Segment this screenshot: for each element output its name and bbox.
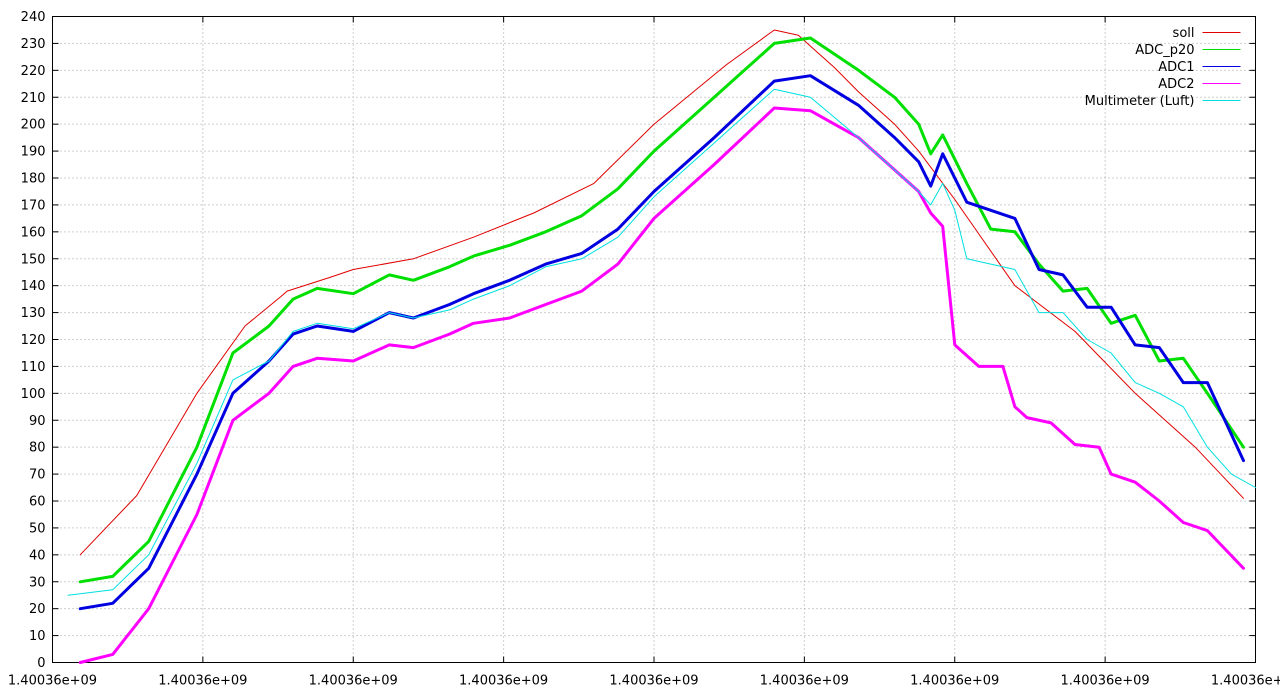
legend-label: Multimeter (Luft)	[1085, 94, 1195, 109]
y-tick-label: 110	[21, 360, 46, 375]
y-tick-label: 130	[21, 306, 46, 321]
series-line-adc2	[78, 106, 1245, 664]
x-tick-label: 1.40036e+09	[158, 674, 247, 689]
x-tick-label: 1.40036e+09	[1061, 674, 1150, 689]
series-line-adc1	[78, 74, 1245, 611]
series-line-adc-p20	[78, 36, 1245, 584]
grid-lines	[52, 16, 1256, 663]
y-tick-label: 70	[29, 468, 46, 483]
legend-label: ADC1	[1158, 60, 1194, 75]
series-line-soll	[79, 29, 1244, 556]
legend: soll ADC_p20 ADC1 ADC2 Multimeter (Luft)	[1085, 26, 1241, 109]
legend-label: ADC2	[1158, 77, 1194, 92]
y-tick-label: 150	[21, 252, 46, 267]
x-tick-label: 1.40036e+09	[309, 674, 398, 689]
y-tick-label: 230	[21, 37, 46, 52]
y-tick-label: 100	[21, 387, 46, 402]
series-line-multimeter-luft	[67, 88, 1256, 596]
y-tick-label: 30	[29, 575, 46, 590]
x-tick-label: 1.40036e+09	[910, 674, 999, 689]
x-tick-label: 1.40036e+09	[1211, 674, 1280, 689]
y-tick-label: 90	[29, 414, 46, 429]
x-tick-label: 1.40036e+09	[760, 674, 849, 689]
y-tick-label: 80	[29, 441, 46, 456]
y-tick-label: 50	[29, 521, 46, 536]
y-tick-label: 140	[21, 279, 46, 294]
y-tick-label: 210	[21, 91, 46, 106]
y-tick-label: 170	[21, 198, 46, 213]
y-tick-label: 240	[21, 10, 46, 25]
y-tick-label: 220	[21, 64, 46, 79]
y-axis: 0 10 20 30 40 50 60 70 80 90 100 110 120 130 140 150 160…	[21, 10, 1256, 671]
y-tick-label: 160	[21, 225, 46, 240]
x-tick-label: 1.40036e+09	[459, 674, 548, 689]
legend-label: ADC_p20	[1135, 43, 1194, 58]
y-tick-label: 200	[21, 118, 46, 133]
series-lines	[67, 29, 1256, 664]
y-tick-label: 120	[21, 333, 46, 348]
legend-label: soll	[1173, 26, 1195, 41]
y-tick-label: 40	[29, 548, 46, 563]
y-tick-label: 0	[37, 656, 45, 671]
y-tick-label: 60	[29, 495, 46, 510]
x-tick-label: 1.40036e+09	[8, 674, 97, 689]
y-tick-label: 190	[21, 145, 46, 160]
x-tick-label: 1.40036e+09	[609, 674, 698, 689]
y-tick-label: 20	[29, 602, 46, 617]
x-axis: 1.40036e+09 1.40036e+09 1.40036e+09 1.40036…	[8, 16, 1280, 689]
y-tick-label: 180	[21, 172, 46, 187]
y-tick-label: 10	[29, 629, 46, 644]
